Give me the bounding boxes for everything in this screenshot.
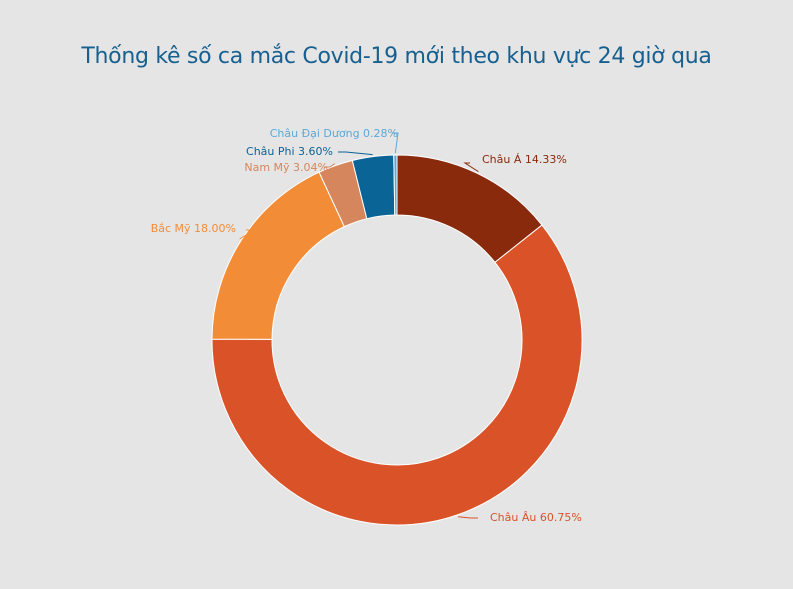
slice-châu-đại-dương[interactable] <box>393 154 398 216</box>
leader-line-nam-mỹ <box>324 163 336 168</box>
leader-line-châu-phi <box>338 151 373 156</box>
data-label-nam-mỹ: Nam Mỹ 3.04% <box>244 161 328 174</box>
leader-line-châu-á <box>463 162 479 173</box>
leader-line-châu-đại-dương <box>392 132 399 154</box>
slice-châu-âu[interactable] <box>211 224 583 526</box>
chart-title: Thống kê số ca mắc Covid-19 mới theo khu… <box>81 44 712 69</box>
data-label-bắc-mỹ: Bắc Mỹ 18.00% <box>151 222 236 235</box>
data-label-châu-âu: Châu Âu 60.75% <box>490 511 582 524</box>
leader-line-châu-âu <box>458 516 478 519</box>
slice-bắc-mỹ[interactable] <box>211 171 346 340</box>
leader-line-bắc-mỹ <box>239 229 256 240</box>
data-label-châu-á: Châu Á 14.33% <box>482 153 567 166</box>
data-label-châu-phi: Châu Phi 3.60% <box>246 145 333 158</box>
data-label-châu-đại-dương: Châu Đại Dương 0.28% <box>270 127 398 140</box>
